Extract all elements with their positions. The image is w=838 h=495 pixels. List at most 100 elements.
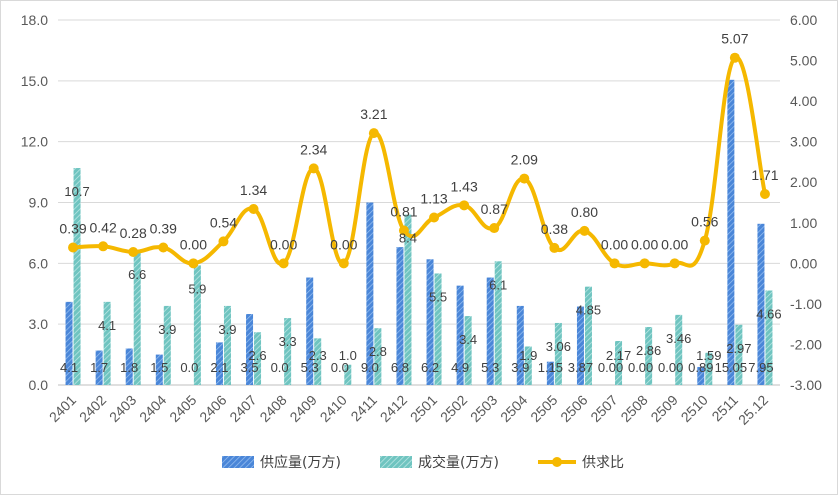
supply-bar [155, 354, 163, 385]
deal-bar [464, 316, 472, 385]
ratio-line [68, 52, 770, 269]
deal-bar [404, 214, 412, 385]
deal-bar [73, 168, 81, 385]
deal-value-label: 1.9 [519, 348, 537, 363]
supply-bar [95, 350, 103, 385]
supply-bar [65, 301, 73, 385]
ratio-value-label: 3.21 [360, 106, 387, 122]
deal-value-label: 2.6 [249, 348, 267, 363]
deal-bar [314, 338, 322, 385]
ratio-point [549, 242, 560, 253]
supply-bar [576, 306, 584, 385]
ratio-value-label: 1.43 [451, 178, 478, 194]
deal-bar [374, 328, 382, 385]
deal-bar [223, 305, 231, 385]
deal-value-label: 2.17 [606, 348, 631, 363]
supply-value-label: 0.00 [598, 360, 623, 375]
supply-bar [396, 247, 404, 385]
supply-bar [697, 366, 705, 385]
legend-label-deal: 成交量(万方) [418, 454, 499, 471]
deal-value-label: 4.66 [756, 307, 781, 322]
ratio-value-label: 0.56 [691, 214, 718, 230]
deal-value-label: 2.8 [369, 344, 387, 359]
right-tick-label: 6.00 [790, 12, 817, 28]
supply-value-label: 3.5 [241, 360, 259, 375]
ratio-value-label: 0.28 [120, 225, 147, 241]
right-tick-label: -1.00 [790, 296, 822, 312]
supply-bar [546, 361, 554, 385]
ratio-value-label: 0.00 [270, 236, 297, 252]
right-tick-label: 5.00 [790, 53, 817, 69]
ratio-value-label: 5.07 [721, 31, 748, 47]
deal-value-label: 3.46 [666, 331, 691, 346]
deal-bar [554, 322, 562, 385]
ratio-point [489, 223, 500, 234]
deal-value-label: 10.7 [64, 184, 89, 199]
legend-label-ratio: 供求比 [582, 455, 624, 471]
ratio-point [278, 258, 289, 269]
ratio-value-label: 1.13 [420, 191, 447, 207]
deal-value-label: 3.06 [546, 339, 571, 354]
ratio-value-label: 0.38 [541, 221, 568, 237]
supply-value-label: 0.0 [180, 360, 198, 375]
right-tick-label: -2.00 [790, 336, 822, 352]
supply-bar [366, 202, 374, 385]
deal-value-label: 3.9 [218, 322, 236, 337]
supply-bar [246, 314, 254, 385]
right-tick-label: 1.00 [790, 215, 817, 231]
deal-bar [344, 364, 352, 385]
supply-value-label: 0.00 [628, 360, 653, 375]
deal-value-label: 1.59 [696, 348, 721, 363]
ratio-point [188, 258, 199, 269]
right-tick-label: 4.00 [790, 93, 817, 109]
supply-value-label: 1.7 [90, 360, 108, 375]
deal-bar [133, 251, 141, 385]
deal-value-label: 1.0 [339, 348, 357, 363]
ratio-value-label: 0.00 [330, 236, 357, 252]
deal-bar [765, 290, 773, 385]
ratio-value-label: 0.00 [180, 236, 207, 252]
supply-value-label: 2.1 [210, 360, 228, 375]
ratio-value-label: 0.39 [59, 221, 86, 237]
deal-bar [675, 314, 683, 385]
ratio-point [459, 200, 470, 211]
supply-value-label: 4.9 [451, 360, 469, 375]
supply-value-label: 9.0 [361, 360, 379, 375]
ratio-value-label: 0.42 [90, 219, 117, 235]
deal-bar [284, 318, 292, 385]
legend-label-supply: 供应量(万方) [260, 454, 341, 471]
deal-bar [645, 327, 653, 385]
ratio-point [579, 225, 590, 236]
ratio-value-label: 2.09 [511, 152, 538, 168]
deal-bar [584, 286, 592, 385]
ratio-point [98, 241, 109, 252]
ratio-value-label: 0.80 [571, 204, 598, 220]
ratio-point [669, 258, 680, 269]
right-axis: -3.00 -2.00 -1.00 0.00 1.00 2.00 3.00 4.00 5.00 6… [790, 12, 822, 393]
supply-value-label: 6.8 [391, 360, 409, 375]
legend-swatch-deal [380, 456, 412, 468]
legend-swatch-ratio-marker [552, 457, 562, 467]
right-tick-label: -3.00 [790, 377, 822, 393]
deal-value-label: 4.1 [98, 318, 116, 333]
ratio-value-label: 0.00 [631, 236, 658, 252]
ratio-point [368, 128, 379, 139]
left-axis: 0.0 3.0 6.0 9.0 12.0 15.0 18.0 [21, 12, 48, 393]
supply-value-label: 0.0 [331, 360, 349, 375]
supply-value-label: 1.15 [538, 360, 563, 375]
supply-bar [426, 259, 434, 385]
supply-bar [516, 305, 524, 385]
supply-value-label: 0.89 [688, 360, 713, 375]
ratio-point [218, 236, 229, 247]
ratio-point [519, 173, 530, 184]
deal-bar [163, 305, 171, 385]
left-tick-label: 0.0 [29, 377, 49, 393]
deal-value-label: 5.5 [429, 289, 447, 304]
ratio-point [68, 242, 79, 253]
supply-bar [727, 79, 735, 385]
supply-value-label: 7.95 [748, 360, 773, 375]
supply-bar [486, 277, 494, 385]
supply-bar [757, 223, 765, 385]
supply-value-label: 5.3 [301, 360, 319, 375]
